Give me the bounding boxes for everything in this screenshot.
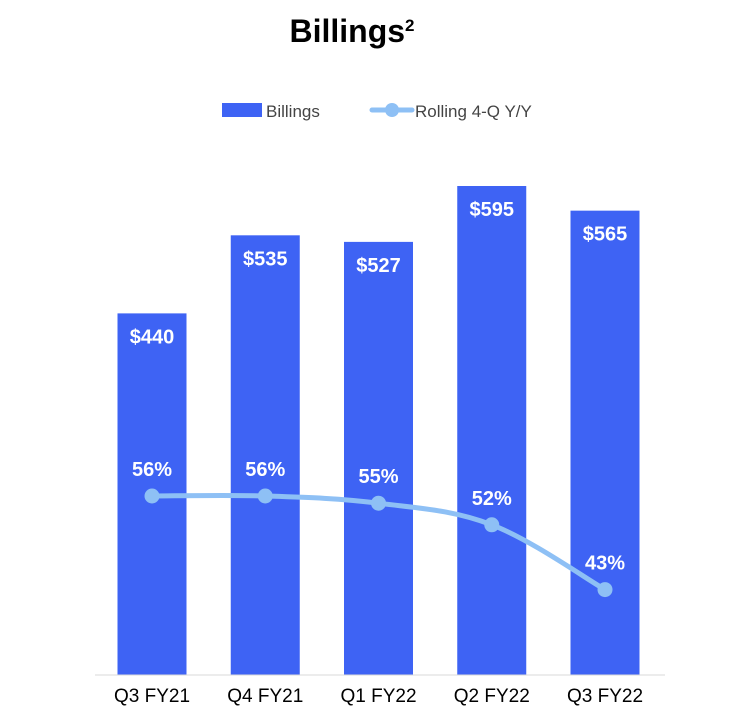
rolling-value-label-q2-fy22: 52% [472, 488, 512, 510]
bars-layer: $440 $535 $527 $595 $565 [117, 186, 640, 676]
legend-swatch-billings [222, 103, 262, 117]
legend: Billings Rolling 4-Q Y/Y [222, 102, 532, 121]
bar-value-label-q2-fy22: $595 [470, 199, 515, 221]
rolling-value-label-q1-fy22: 55% [358, 466, 398, 488]
legend-label-billings: Billings [266, 102, 320, 121]
rolling-value-label-q4-fy21: 56% [245, 459, 285, 481]
x-tick-label-q2-fy22: Q2 FY22 [454, 686, 530, 707]
bar-value-label-q3-fy22: $565 [583, 224, 628, 246]
chart-title: Billings2 [289, 13, 414, 49]
bar-value-label-q4-fy21: $535 [243, 248, 288, 270]
bar-q2-fy22 [457, 186, 527, 675]
x-tick-label-q3-fy21: Q3 FY21 [114, 686, 190, 707]
legend-item-rolling: Rolling 4-Q Y/Y [369, 102, 532, 121]
bar-q1-fy22 [344, 241, 413, 675]
rolling-value-label-q3-fy22: 43% [585, 553, 625, 575]
chart-title-text: Billings [289, 13, 405, 49]
rolling-line-layer: 56% 56% 55% 52% 43% [132, 459, 625, 598]
x-tick-label-q4-fy21: Q4 FY21 [227, 686, 303, 707]
x-tick-label-q1-fy22: Q1 FY22 [340, 686, 416, 707]
x-tick-label-q3-fy22: Q3 FY22 [567, 686, 643, 707]
bar-value-label-q1-fy22: $527 [356, 255, 401, 277]
x-axis-ticks: Q3 FY21 Q4 FY21 Q1 FY22 Q2 FY22 Q3 FY22 [114, 686, 643, 707]
bar-q3-fy22 [570, 210, 640, 675]
rolling-point-q3-fy21 [144, 488, 160, 504]
rolling-point-q1-fy22 [371, 495, 386, 511]
legend-label-rolling: Rolling 4-Q Y/Y [415, 102, 532, 121]
rolling-point-q2-fy22 [484, 517, 500, 533]
legend-marker-rolling [385, 103, 399, 117]
bar-q4-fy21 [230, 235, 300, 676]
rolling-point-q3-fy22 [597, 582, 613, 598]
bar-value-label-q3-fy21: $440 [130, 326, 175, 348]
rolling-value-label-q3-fy21: 56% [132, 459, 172, 481]
rolling-point-q4-fy21 [257, 488, 273, 504]
chart-title-superscript: 2 [405, 16, 414, 35]
legend-item-billings: Billings [222, 102, 320, 121]
